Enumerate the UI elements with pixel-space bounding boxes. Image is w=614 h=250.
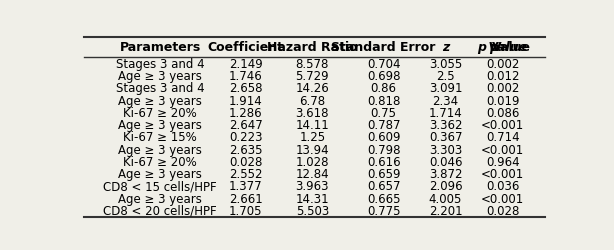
Text: 2.647: 2.647	[229, 119, 263, 132]
Text: 3.872: 3.872	[429, 168, 462, 180]
Text: 1.914: 1.914	[229, 94, 263, 107]
Text: 2.658: 2.658	[229, 82, 262, 95]
Text: <0.001: <0.001	[481, 143, 524, 156]
Text: 0.798: 0.798	[367, 143, 400, 156]
Text: Coefficient: Coefficient	[208, 41, 284, 54]
Text: Stages 3 and 4: Stages 3 and 4	[115, 58, 204, 70]
Text: 3.055: 3.055	[429, 58, 462, 70]
Text: Age ≥ 3 years: Age ≥ 3 years	[118, 119, 202, 132]
Text: 0.86: 0.86	[371, 82, 397, 95]
Text: Hazard Ratio: Hazard Ratio	[267, 41, 357, 54]
Text: Age ≥ 3 years: Age ≥ 3 years	[118, 192, 202, 205]
Text: Ki-67 ≥ 20%: Ki-67 ≥ 20%	[123, 155, 197, 168]
Text: Ki-67 ≥ 15%: Ki-67 ≥ 15%	[123, 131, 197, 144]
Text: 2.552: 2.552	[229, 168, 262, 180]
Text: Age ≥ 3 years: Age ≥ 3 years	[118, 168, 202, 180]
Text: 0.714: 0.714	[486, 131, 519, 144]
Text: 0.657: 0.657	[367, 180, 400, 193]
Text: 6.78: 6.78	[299, 94, 325, 107]
Text: Age ≥ 3 years: Age ≥ 3 years	[118, 143, 202, 156]
Text: Age ≥ 3 years: Age ≥ 3 years	[118, 94, 202, 107]
Text: 14.11: 14.11	[295, 119, 329, 132]
Text: 3.618: 3.618	[295, 106, 329, 119]
Text: 0.086: 0.086	[486, 106, 519, 119]
Text: Value: Value	[492, 41, 530, 54]
Text: 0.367: 0.367	[429, 131, 462, 144]
Text: 5.729: 5.729	[295, 70, 329, 83]
Text: 1.377: 1.377	[229, 180, 263, 193]
Text: 0.787: 0.787	[367, 119, 400, 132]
Text: 1.286: 1.286	[229, 106, 263, 119]
Text: 14.26: 14.26	[295, 82, 329, 95]
Text: 14.31: 14.31	[295, 192, 329, 205]
Text: 2.661: 2.661	[229, 192, 263, 205]
Text: 3.963: 3.963	[295, 180, 329, 193]
Text: 0.223: 0.223	[229, 131, 262, 144]
Text: 1.028: 1.028	[295, 155, 329, 168]
Text: Parameters: Parameters	[119, 41, 201, 54]
Text: Stages 3 and 4: Stages 3 and 4	[115, 82, 204, 95]
Text: 2.201: 2.201	[429, 204, 462, 217]
Text: 0.659: 0.659	[367, 168, 400, 180]
Text: z: z	[442, 41, 449, 54]
Text: 3.303: 3.303	[429, 143, 462, 156]
Text: 0.046: 0.046	[429, 155, 462, 168]
Text: 0.012: 0.012	[486, 70, 519, 83]
Text: 0.028: 0.028	[229, 155, 262, 168]
Text: 0.019: 0.019	[486, 94, 519, 107]
Text: 2.096: 2.096	[429, 180, 462, 193]
Text: 0.609: 0.609	[367, 131, 400, 144]
Text: 2.5: 2.5	[436, 70, 455, 83]
Text: 0.665: 0.665	[367, 192, 400, 205]
Text: <0.001: <0.001	[481, 168, 524, 180]
Text: 1.25: 1.25	[299, 131, 325, 144]
Text: 8.578: 8.578	[295, 58, 329, 70]
Text: 0.704: 0.704	[367, 58, 400, 70]
Text: 0.002: 0.002	[486, 58, 519, 70]
Text: 3.362: 3.362	[429, 119, 462, 132]
Text: CD8 < 15 cells/HPF: CD8 < 15 cells/HPF	[103, 180, 217, 193]
Text: p: p	[489, 41, 499, 54]
Text: 2.635: 2.635	[229, 143, 262, 156]
Text: 1.705: 1.705	[229, 204, 262, 217]
Text: CD8 < 20 cells/HPF: CD8 < 20 cells/HPF	[103, 204, 217, 217]
Text: Ki-67 ≥ 20%: Ki-67 ≥ 20%	[123, 106, 197, 119]
Text: Standard Error: Standard Error	[332, 41, 436, 54]
Text: 1.714: 1.714	[429, 106, 462, 119]
Text: 0.818: 0.818	[367, 94, 400, 107]
Text: 13.94: 13.94	[295, 143, 329, 156]
Text: 0.036: 0.036	[486, 180, 519, 193]
Text: 2.34: 2.34	[432, 94, 459, 107]
Text: 0.75: 0.75	[371, 106, 397, 119]
Text: 0.616: 0.616	[367, 155, 400, 168]
Text: 0.002: 0.002	[486, 82, 519, 95]
Text: p Value: p Value	[478, 41, 527, 54]
Text: 3.091: 3.091	[429, 82, 462, 95]
Text: <0.001: <0.001	[481, 119, 524, 132]
Text: 12.84: 12.84	[295, 168, 329, 180]
Text: 0.775: 0.775	[367, 204, 400, 217]
Text: 1.746: 1.746	[229, 70, 263, 83]
Text: 4.005: 4.005	[429, 192, 462, 205]
Text: 0.698: 0.698	[367, 70, 400, 83]
Text: 0.028: 0.028	[486, 204, 519, 217]
Text: 0.964: 0.964	[486, 155, 519, 168]
Text: 2.149: 2.149	[229, 58, 263, 70]
Text: Age ≥ 3 years: Age ≥ 3 years	[118, 70, 202, 83]
Text: 5.503: 5.503	[296, 204, 329, 217]
Text: <0.001: <0.001	[481, 192, 524, 205]
